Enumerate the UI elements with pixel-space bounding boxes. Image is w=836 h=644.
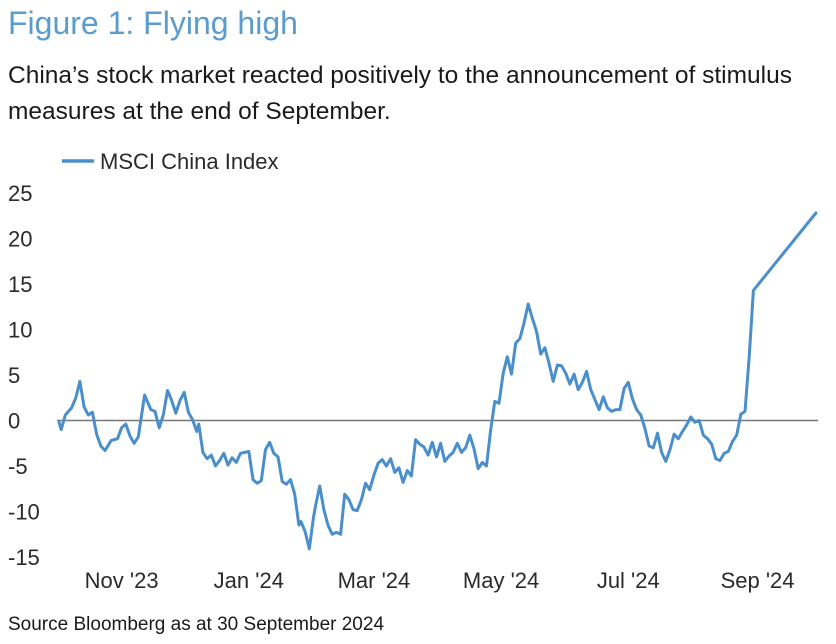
series-layer: [57, 211, 818, 551]
x-tick-label: Jul '24: [597, 568, 660, 593]
y-tick-label: -15: [8, 545, 40, 570]
y-tick-label: 10: [8, 318, 32, 343]
y-tick-label: -5: [8, 454, 28, 479]
x-tick-label: Mar '24: [338, 568, 411, 593]
source-note: Source Bloomberg as at 30 September 2024: [8, 614, 385, 635]
y-tick-label: 5: [8, 363, 20, 388]
line-chart: MSCI China Index 25 20 15 10 5 0 -5 -10 -15 Nov …: [8, 149, 818, 593]
y-tick-label: 25: [8, 181, 32, 206]
series-line-msci-china-index: [57, 211, 818, 551]
page-subtitle: China’s stock market reacted positively …: [8, 62, 792, 125]
x-tick-label: Sep '24: [721, 568, 795, 593]
x-axis: Nov '23 Jan '24 Mar '24 May '24 Jul '24 Sep '…: [85, 568, 795, 593]
y-tick-label: -10: [8, 500, 40, 525]
x-tick-label: May '24: [463, 568, 539, 593]
page-title: Figure 1: Flying high: [8, 5, 298, 41]
legend-label-msci-china-index: MSCI China Index: [100, 149, 279, 174]
y-tick-label: 15: [8, 272, 32, 297]
x-tick-label: Nov '23: [85, 568, 159, 593]
x-tick-label: Jan '24: [214, 568, 284, 593]
y-tick-label: 0: [8, 409, 20, 434]
y-tick-label: 20: [8, 227, 32, 252]
legend: MSCI China Index: [62, 149, 279, 174]
y-axis: 25 20 15 10 5 0 -5 -10 -15: [8, 181, 40, 570]
